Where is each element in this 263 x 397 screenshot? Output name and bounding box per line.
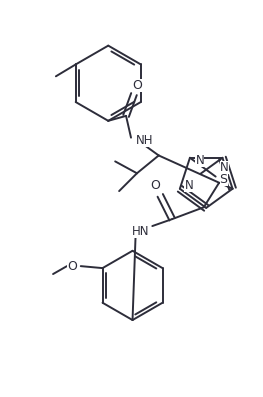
Text: O: O xyxy=(67,260,77,273)
Text: HN: HN xyxy=(132,224,149,237)
Text: N: N xyxy=(220,161,229,174)
Text: O: O xyxy=(132,79,142,92)
Text: S: S xyxy=(220,173,227,186)
Text: NH: NH xyxy=(136,134,154,147)
Text: N: N xyxy=(195,154,204,167)
Text: O: O xyxy=(150,179,160,192)
Text: N: N xyxy=(184,179,193,192)
